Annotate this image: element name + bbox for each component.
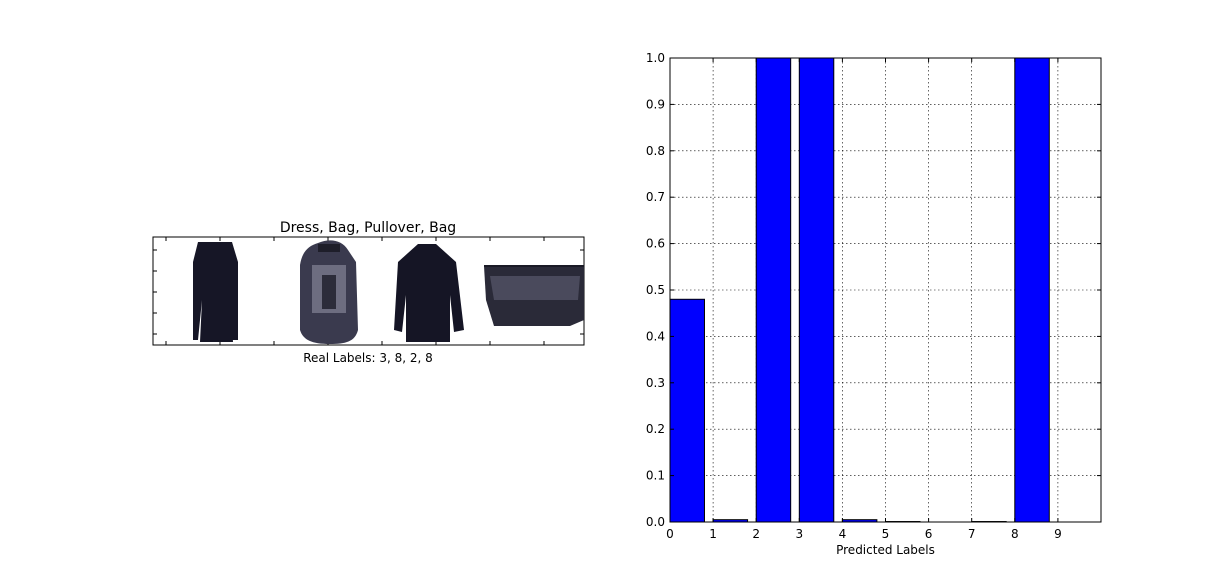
x-tick-label: 4 <box>839 527 847 541</box>
pullover-icon <box>394 244 464 342</box>
image-panel-title: Dress, Bag, Pullover, Bag <box>280 220 456 236</box>
x-tick-label: 1 <box>709 527 717 541</box>
y-tick-label: 1.0 <box>646 51 665 65</box>
y-tick-label: 0.5 <box>646 283 665 297</box>
bag-icon <box>484 265 584 326</box>
dress-icon <box>193 242 238 342</box>
x-tick-label: 9 <box>1054 527 1062 541</box>
y-tick-label: 0.2 <box>646 422 665 436</box>
x-axis-tick-labels: 0 1 2 3 4 5 6 7 8 9 <box>666 527 1062 541</box>
x-tick-label: 3 <box>795 527 803 541</box>
bar-8 <box>1014 57 1050 523</box>
y-tick-label: 0.9 <box>646 97 665 111</box>
x-tick-label: 5 <box>882 527 890 541</box>
y-tick-label: 0.6 <box>646 237 665 251</box>
x-tick-label: 8 <box>1011 527 1019 541</box>
y-tick-label: 0.3 <box>646 376 665 390</box>
y-tick-label: 0.8 <box>646 144 665 158</box>
y-tick-label: 0.0 <box>646 515 665 529</box>
x-tick-label: 0 <box>666 527 674 541</box>
x-tick-label: 6 <box>925 527 933 541</box>
x-tick-label: 7 <box>968 527 976 541</box>
y-axis-tick-labels: 0.0 0.1 0.2 0.3 0.4 0.5 0.6 0.7 0.8 0.9 1.0 <box>646 51 665 529</box>
x-axis-label: Predicted Labels <box>836 543 935 557</box>
y-tick-label: 0.1 <box>646 469 665 483</box>
image-panel: Dress, Bag, Pullover, Bag <box>152 220 585 365</box>
bag-backpack-icon <box>300 240 358 344</box>
bar-2 <box>755 57 792 523</box>
x-tick-label: 2 <box>752 527 760 541</box>
bars <box>669 57 1050 523</box>
bar-3 <box>798 57 835 523</box>
y-tick-label: 0.4 <box>646 329 665 343</box>
bar-0 <box>669 298 705 523</box>
y-tick-label: 0.7 <box>646 190 665 204</box>
image-panel-xlabel: Real Labels: 3, 8, 2, 8 <box>303 351 433 365</box>
bar-chart: 0.0 0.1 0.2 0.3 0.4 0.5 0.6 0.7 0.8 0.9 1.0 0 1 2 3 4 5… <box>646 51 1102 557</box>
axis-ticks <box>669 57 1101 523</box>
